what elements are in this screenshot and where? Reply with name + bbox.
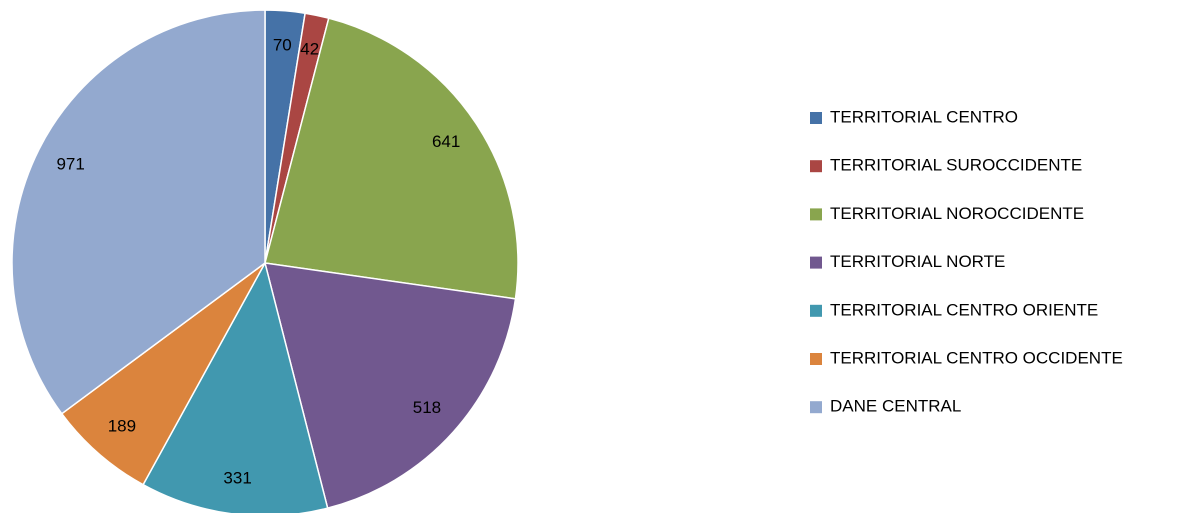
pie-slice (142, 260, 329, 513)
legend-label: TERRITORIAL NORTE (830, 252, 1005, 271)
legend-label: TERRITORIAL NOROCCIDENTE (830, 204, 1084, 223)
data-label: 70 (273, 36, 292, 55)
legend-swatch (810, 208, 822, 221)
legend-swatch (810, 160, 822, 173)
legend-swatch (810, 112, 822, 124)
data-label: 331 (223, 468, 251, 487)
legend-swatch (810, 353, 822, 365)
legend-label: DANE CENTRAL (830, 397, 961, 416)
pie-slice (60, 262, 266, 486)
pie-slice (264, 17, 519, 300)
data-label: 641 (432, 132, 460, 151)
pie-slice (11, 9, 266, 415)
data-label: 42 (300, 40, 319, 59)
legend-swatch (810, 304, 822, 317)
legend-label: TERRITORIAL CENTRO OCCIDENTE (830, 348, 1123, 367)
data-label: 189 (108, 416, 136, 435)
data-label: 971 (56, 155, 84, 174)
legend-label: TERRITORIAL CENTRO (830, 107, 1018, 126)
legend-label: TERRITORIAL SUROCCIDENTE (830, 156, 1082, 175)
pie-slice (263, 262, 517, 510)
data-label: 518 (413, 398, 441, 417)
legend-label: TERRITORIAL CENTRO ORIENTE (830, 300, 1098, 319)
legend-swatch (810, 401, 822, 414)
legend-swatch (810, 256, 822, 269)
